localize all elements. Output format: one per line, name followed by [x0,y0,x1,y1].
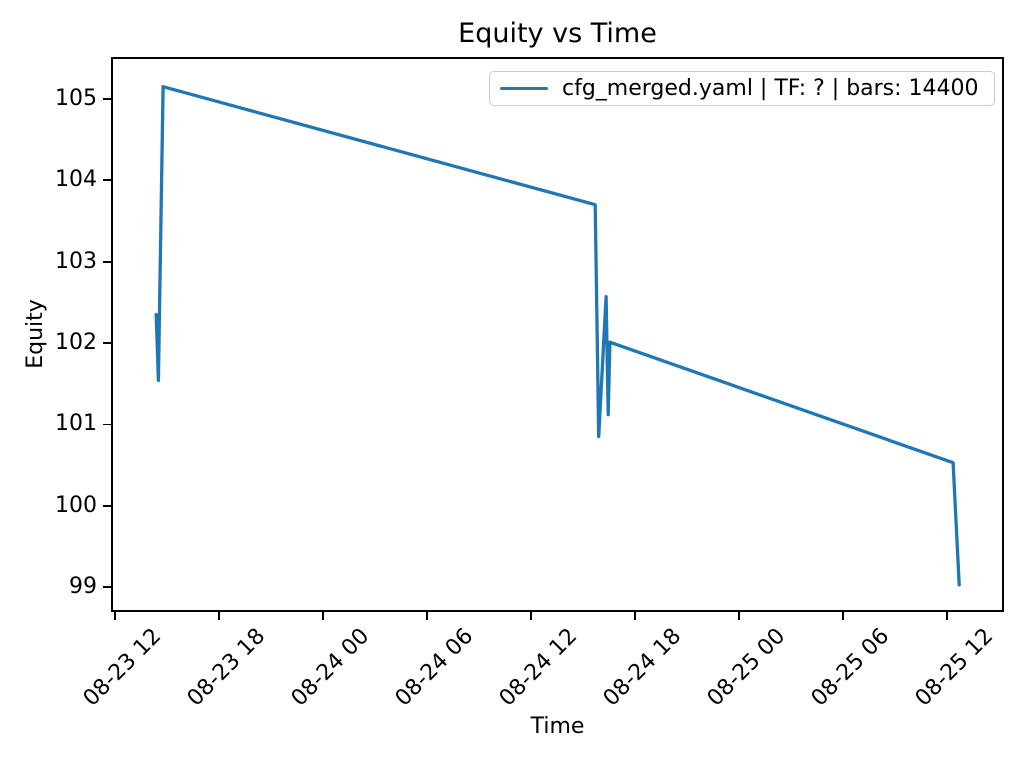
x-tick-label: 08-25 12 [910,623,999,712]
y-tick-label: 102 [55,330,97,356]
x-tick-label: 08-24 00 [286,623,375,712]
y-tick-mark [103,179,111,182]
x-tick-mark [842,612,844,620]
x-tick-mark [946,612,948,620]
equity-line [154,85,961,587]
y-tick-mark [103,423,111,426]
chart-title: Equity vs Time [458,18,657,49]
x-tick-mark [530,612,532,620]
x-tick-label: 08-23 12 [78,623,167,712]
y-tick-label: 103 [55,248,97,274]
x-tick-mark [634,612,636,620]
x-tick-label: 08-25 00 [702,623,791,712]
x-tick-label: 08-25 06 [806,623,895,712]
plot-area: cfg_merged.yaml | TF: ? | bars: 14400 [111,57,1004,612]
x-axis-label: Time [530,714,585,739]
y-tick-label: 104 [55,167,97,193]
equity-line-plot [154,85,961,587]
y-tick-mark [103,504,111,507]
x-tick-label: 08-24 18 [598,623,687,712]
x-tick-mark [218,612,220,620]
legend: cfg_merged.yaml | TF: ? | bars: 14400 [489,71,995,106]
x-tick-mark [738,612,740,620]
x-tick-label: 08-24 06 [390,623,479,712]
x-tick-mark [322,612,324,620]
y-tick-mark [103,342,111,344]
legend-label: cfg_merged.yaml | TF: ? | bars: 14400 [562,75,979,101]
x-tick-label: 08-24 12 [494,623,583,712]
y-tick-mark [103,97,111,100]
y-tick-label: 100 [55,492,97,518]
y-tick-mark [103,260,111,263]
x-tick-mark [426,612,428,620]
x-tick-label: 08-23 18 [182,623,271,712]
y-tick-label: 105 [55,85,97,111]
legend-line-sample [500,86,548,91]
y-tick-label: 99 [69,574,97,600]
x-tick-mark [114,612,116,620]
y-tick-label: 101 [55,411,97,437]
y-tick-mark [103,586,111,589]
